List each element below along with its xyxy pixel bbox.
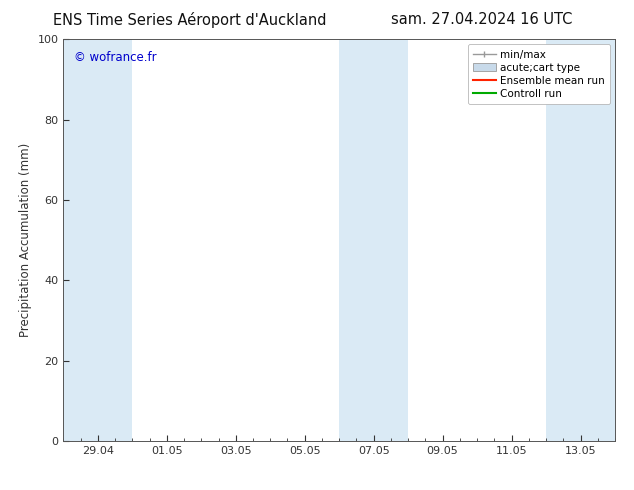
Bar <box>546 39 615 441</box>
Text: sam. 27.04.2024 16 UTC: sam. 27.04.2024 16 UTC <box>391 12 573 27</box>
Legend: min/max, acute;cart type, Ensemble mean run, Controll run: min/max, acute;cart type, Ensemble mean … <box>467 45 610 104</box>
Bar <box>63 39 133 441</box>
Y-axis label: Precipitation Accumulation (mm): Precipitation Accumulation (mm) <box>19 143 32 337</box>
Text: ENS Time Series Aéroport d'Auckland: ENS Time Series Aéroport d'Auckland <box>53 12 327 28</box>
Bar <box>339 39 408 441</box>
Text: © wofrance.fr: © wofrance.fr <box>74 51 157 64</box>
